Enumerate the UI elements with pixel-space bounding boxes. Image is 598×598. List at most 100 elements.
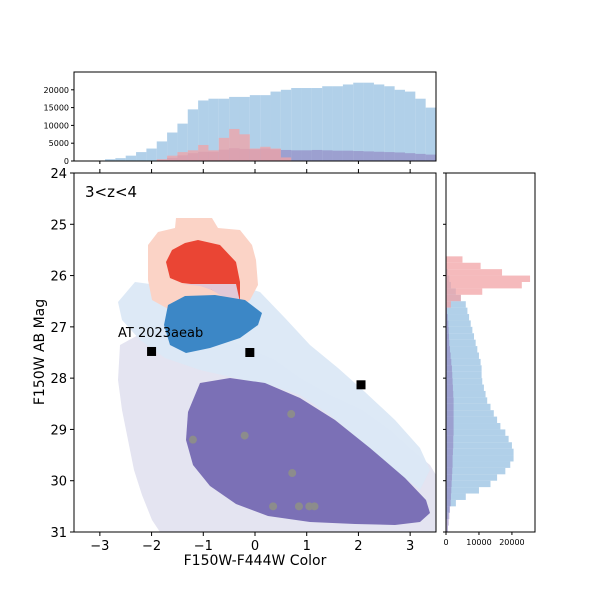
x-tick-label: 3 (406, 539, 414, 554)
top-hist-purple-bar (322, 150, 333, 161)
square-marker (356, 380, 366, 390)
top-hist-purple-bar (342, 150, 354, 161)
top-hist-purple-bar (280, 149, 292, 161)
grey-point (288, 469, 297, 478)
top-hist-blue-bar (239, 96, 250, 161)
right-hist-x-tick-label: 10000 (466, 538, 491, 547)
top-hist-red-bar (280, 157, 292, 161)
top-hist-blue-bar (146, 148, 157, 161)
top-hist-blue-bar (198, 100, 209, 161)
top-hist-purple-bar (415, 153, 426, 161)
right-histogram: 0 10000 20000 (443, 172, 536, 547)
top-hist-purple-bar (404, 153, 416, 161)
right-hist-blue-bar (446, 320, 471, 327)
grey-point (240, 431, 249, 440)
square-markers (147, 346, 366, 390)
top-histogram-bars (105, 82, 436, 161)
grey-point (294, 502, 303, 511)
grey-point (269, 502, 278, 511)
right-hist-x-tick-label: 20000 (499, 538, 524, 547)
top-histogram-ticks: 0 5000 10000 15000 20000 (44, 86, 411, 166)
top-hist-blue-bar (177, 123, 188, 161)
right-hist-purple-bar (446, 378, 453, 385)
x-tick-label: −1 (194, 539, 213, 554)
right-hist-blue-bar (446, 410, 494, 417)
top-hist-blue-bar (291, 88, 302, 161)
right-hist-purple-bar (446, 435, 454, 443)
y-tick-label: 29 (50, 423, 67, 438)
right-histogram-bars (446, 256, 531, 532)
right-hist-blue-bar (446, 448, 514, 456)
top-hist-blue-bar (270, 91, 281, 161)
top-hist-blue-bar (332, 86, 343, 161)
grey-point (287, 410, 296, 419)
top-hist-blue-bar (363, 82, 374, 161)
top-hist-y-tick-label: 15000 (44, 104, 69, 113)
right-hist-blue-bar (446, 397, 488, 404)
top-hist-red-bar (260, 146, 271, 161)
right-hist-blue-bar (446, 480, 491, 488)
y-tick-label: 31 (50, 526, 67, 541)
right-hist-purple-bar (446, 442, 454, 449)
right-hist-blue-bar (446, 307, 468, 315)
top-hist-purple-bar (311, 149, 323, 161)
top-hist-purple-bar (353, 151, 364, 161)
right-hist-purple-bar (446, 461, 453, 468)
right-hist-blue-bar (446, 442, 512, 449)
y-tick-label: 30 (50, 475, 67, 490)
x-tick-label: −3 (90, 539, 109, 554)
top-hist-purple-bar (425, 154, 436, 161)
right-hist-red-bar (446, 294, 461, 302)
top-hist-blue-bar (301, 88, 312, 161)
right-hist-blue-bar (446, 474, 498, 481)
top-hist-blue-bar (311, 88, 323, 161)
right-hist-red-bar (446, 301, 451, 308)
right-hist-purple-bar (446, 352, 451, 359)
right-hist-blue-bar (446, 390, 486, 398)
right-hist-purple-bar (446, 346, 450, 353)
top-hist-blue-bar (425, 107, 436, 161)
y-tick-label: 27 (50, 321, 67, 336)
right-hist-purple-bar (446, 314, 448, 321)
main-plot-regions (118, 218, 436, 532)
top-hist-blue-bar (156, 141, 168, 161)
y-tick-label: 26 (50, 270, 67, 285)
top-hist-blue-bar (353, 82, 364, 161)
right-hist-blue-bar (446, 416, 498, 424)
right-hist-blue-bar (446, 333, 475, 340)
right-hist-blue-bar (446, 346, 478, 353)
top-hist-blue-bar (229, 96, 240, 161)
y-tick-label: 28 (50, 372, 67, 387)
right-hist-purple-bar (446, 333, 449, 340)
top-hist-blue-bar (125, 155, 137, 161)
top-hist-purple-bar (332, 150, 343, 161)
top-hist-purple-bar (373, 151, 385, 161)
top-hist-blue-bar (280, 89, 292, 161)
right-hist-purple-bar (446, 519, 449, 526)
top-hist-red-bar (208, 150, 219, 161)
purple-inner-region (186, 378, 430, 525)
right-hist-purple-bar (446, 493, 451, 500)
right-hist-purple-bar (446, 365, 452, 372)
right-hist-purple-bar (446, 448, 453, 456)
top-hist-blue-bar (249, 95, 261, 161)
right-hist-blue-bar (446, 384, 484, 391)
y-axis-label: F150W AB Mag (32, 299, 48, 405)
right-hist-blue-bar (446, 358, 481, 366)
right-hist-purple-bar (446, 384, 453, 391)
grey-point (188, 435, 197, 444)
top-hist-blue-bar (394, 89, 405, 161)
right-hist-purple-bar (446, 499, 451, 507)
top-hist-blue-bar (136, 152, 147, 161)
right-hist-blue-bar (446, 467, 506, 475)
right-hist-blue-bar (446, 461, 511, 468)
top-hist-purple-bar (384, 152, 395, 161)
grey-point (310, 502, 319, 511)
right-hist-blue-bar (446, 423, 501, 430)
top-hist-red-bar (198, 144, 209, 161)
top-hist-purple-bar (363, 151, 374, 161)
right-hist-purple-bar (446, 320, 449, 327)
right-hist-purple-bar (446, 455, 453, 462)
